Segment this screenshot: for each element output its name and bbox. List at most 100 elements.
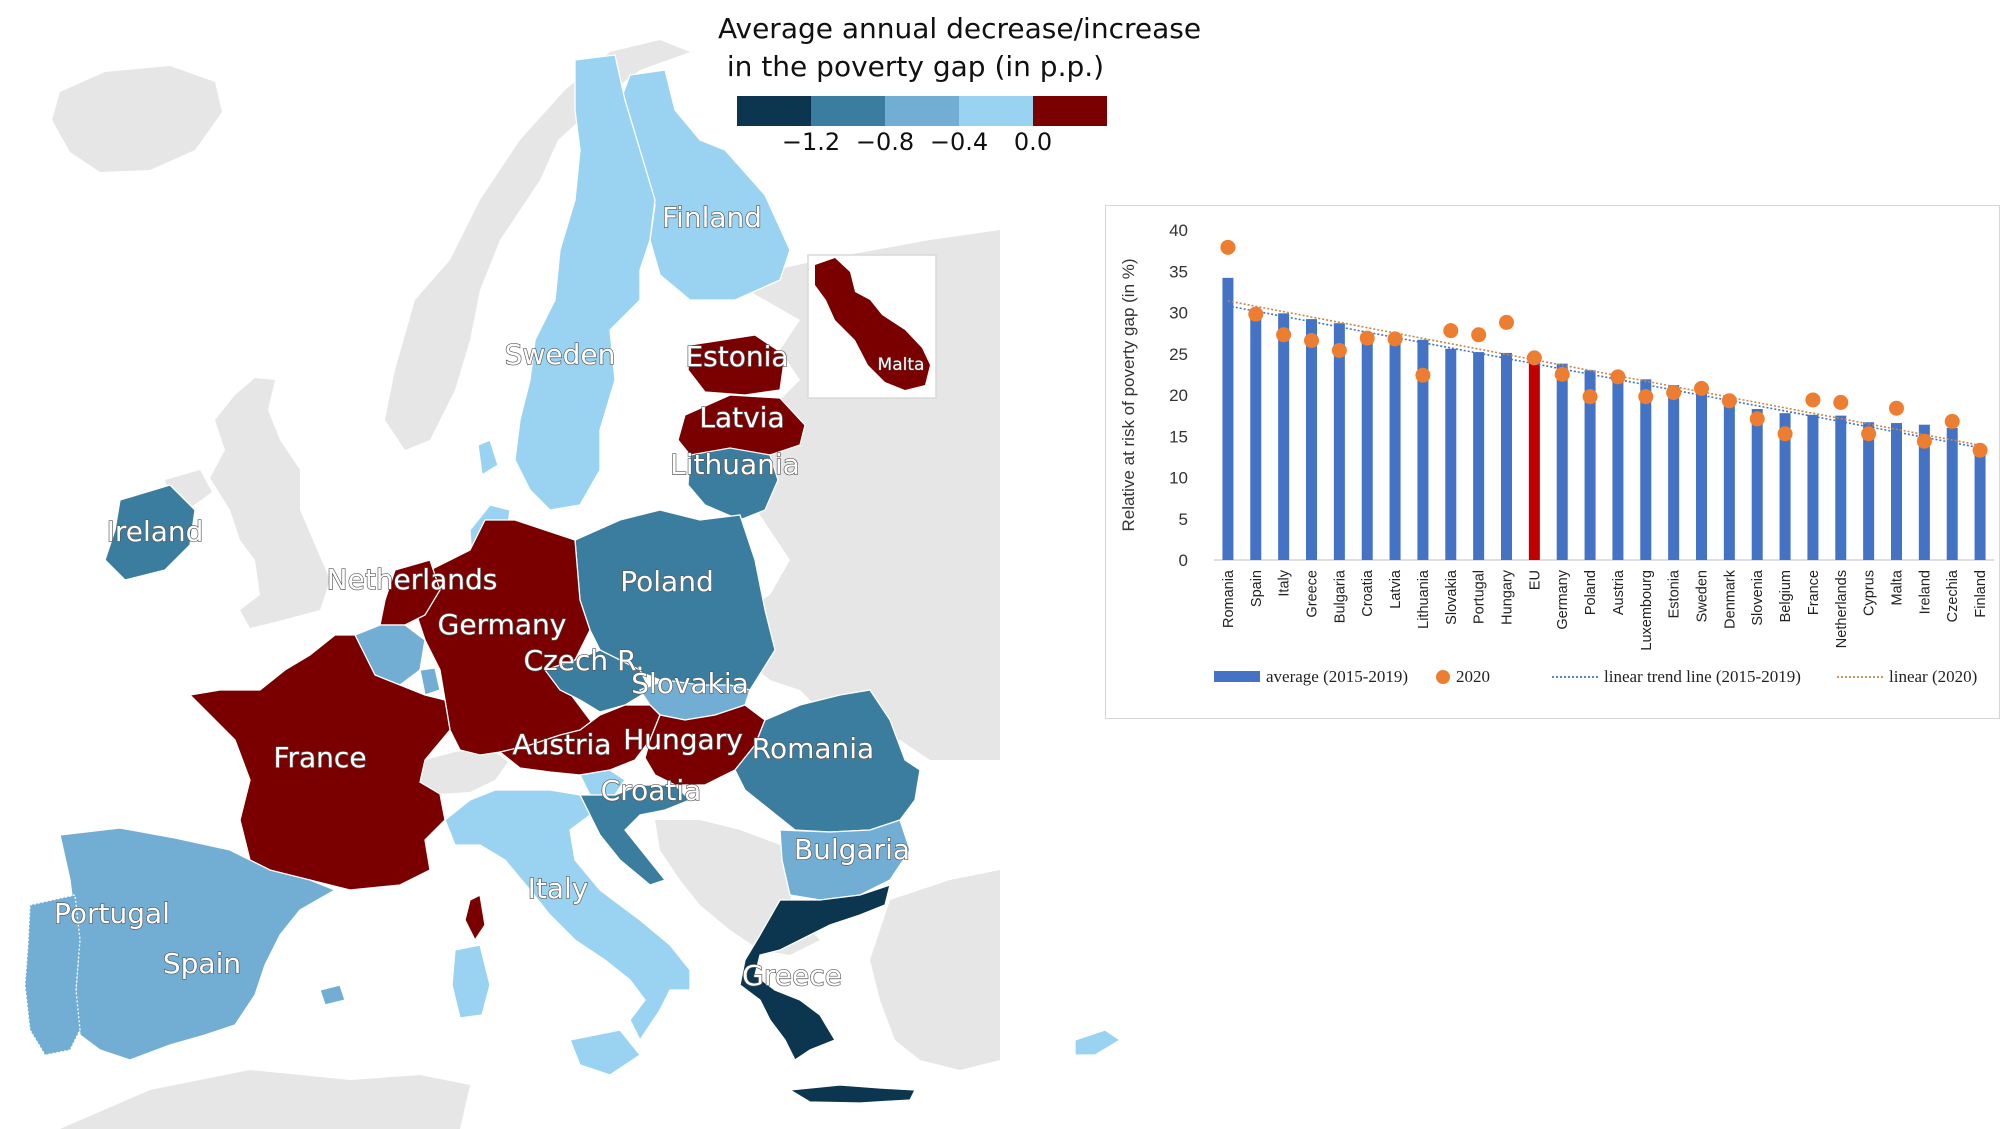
norway-shape <box>385 40 690 450</box>
label-greece: Greece <box>742 959 842 992</box>
bar-czechia <box>1946 428 1958 560</box>
bar-malta <box>1891 423 1902 560</box>
x-category-label: Denmark <box>1722 569 1738 629</box>
bar-estonia <box>1668 385 1680 560</box>
dot-2020-denmark <box>1721 393 1737 409</box>
bar-sweden <box>1696 390 1707 560</box>
dot-2020-cyprus <box>1861 426 1877 442</box>
x-category-label: Cyprus <box>1862 570 1878 616</box>
bar-lithuania <box>1417 339 1429 560</box>
malta-shape <box>815 258 930 390</box>
x-category-label: Belgium <box>1778 570 1794 622</box>
bar-denmark <box>1723 401 1735 560</box>
latvia-shape <box>677 394 806 456</box>
x-category-label: EU <box>1527 570 1543 590</box>
legend-label-linear-2020: linear (2020) <box>1889 667 1977 686</box>
legend-dot-swatch <box>1436 670 1450 684</box>
balearic-shape <box>319 984 346 1006</box>
france-shape <box>188 634 451 891</box>
malta-inset <box>807 254 937 399</box>
dot-2020-portugal <box>1471 327 1487 343</box>
label-czech: Czech R. <box>524 644 645 677</box>
uk-shape <box>210 378 330 628</box>
dot-2020-czechia <box>1944 413 1960 429</box>
bar-latvia <box>1389 336 1401 560</box>
label-lithuania: Lithuania <box>670 448 800 481</box>
bar-germany <box>1556 363 1568 560</box>
legend-tick-label: 0.0 <box>1013 128 1053 156</box>
y-tick-label: 30 <box>1169 304 1188 323</box>
turkey-shape <box>870 870 1000 1070</box>
map-legend-title: Average annual decrease/increase in the … <box>718 10 1201 86</box>
dot-2020-poland <box>1582 389 1598 405</box>
label-romania: Romania <box>752 732 874 765</box>
x-category-label: Estonia <box>1667 569 1683 618</box>
dot-2020-luxembourg <box>1638 389 1654 405</box>
bar-hungary <box>1501 352 1512 560</box>
bar-france <box>1807 414 1819 560</box>
x-category-label: France <box>1806 570 1822 615</box>
y-tick-label: 25 <box>1169 345 1188 364</box>
crete-shape <box>787 1084 917 1104</box>
dot-2020-austria <box>1610 369 1626 385</box>
legend-swatch-2 <box>811 96 885 126</box>
label-ireland: Ireland <box>107 515 204 548</box>
legend-label-trend: linear trend line (2015-2019) <box>1604 667 1801 686</box>
bar-poland <box>1584 370 1596 560</box>
y-tick-label: 0 <box>1179 551 1188 570</box>
sardinia-shape <box>451 944 491 1019</box>
dot-2020-malta <box>1889 400 1904 416</box>
legend-label-average: average (2015-2019) <box>1266 667 1408 686</box>
north-africa-shape <box>60 1070 470 1129</box>
y-tick-label: 20 <box>1169 386 1188 405</box>
bar-greece <box>1306 319 1317 560</box>
label-slovakia: Slovakia <box>631 667 749 700</box>
legend-swatch-3 <box>885 96 959 126</box>
gotland-shape <box>477 439 499 477</box>
dot-2020-finland <box>1972 442 1988 458</box>
country-labels: Finland Sweden Estonia Latvia Lithuania … <box>53 200 924 992</box>
x-category-label: Hungary <box>1500 569 1516 625</box>
label-croatia: Croatia <box>601 774 702 807</box>
bar-croatia <box>1361 333 1373 560</box>
bar-bulgaria <box>1333 323 1345 560</box>
poverty-gap-chart-panel: Relative at risk of poverty gap (in %) 0 5… <box>1105 205 2000 719</box>
eu-countries <box>24 54 1122 1104</box>
x-category-label: Latvia <box>1388 569 1404 609</box>
x-category-label: Ireland <box>1917 570 1933 614</box>
dot-2020-croatia <box>1359 330 1375 346</box>
bar-eu <box>1528 357 1540 560</box>
x-category-label: Poland <box>1583 570 1599 615</box>
bar-ireland <box>1918 424 1930 560</box>
x-category-label: Luxembourg <box>1639 570 1655 651</box>
map-legend-title-line2: in the poverty gap (in p.p.) <box>718 50 1105 83</box>
dot-2020-germany <box>1554 366 1570 382</box>
x-category-label: Finland <box>1973 570 1989 618</box>
legend-tick-label: −0.8 <box>855 128 915 156</box>
dot-2020-slovakia <box>1443 323 1459 339</box>
x-category-label: Croatia <box>1360 569 1376 617</box>
dot-2020-greece <box>1304 333 1319 349</box>
dot-2020-eu <box>1526 350 1542 366</box>
y-tick-label: 40 <box>1169 221 1188 240</box>
bar-italy <box>1278 313 1290 560</box>
label-poland: Poland <box>620 565 713 598</box>
bar-belgium <box>1779 413 1791 560</box>
x-category-label: Bulgaria <box>1332 569 1348 623</box>
label-austria: Austria <box>513 728 612 761</box>
dot-2020-bulgaria <box>1331 342 1347 358</box>
cyprus-shape <box>1074 1029 1122 1056</box>
slovenia-shape <box>579 769 626 796</box>
y-tick-label: 10 <box>1169 469 1188 488</box>
x-category-label: Italy <box>1277 569 1293 596</box>
x-category-label: Slovenia <box>1750 569 1766 626</box>
bar-romania <box>1222 277 1234 560</box>
poverty-gap-bar-chart: Relative at risk of poverty gap (in %) 0 5… <box>1119 221 1994 686</box>
bar-austria <box>1612 374 1624 560</box>
dot-2020-latvia <box>1387 331 1403 347</box>
italy-shape <box>444 789 691 1042</box>
corsica-shape <box>464 894 486 942</box>
label-estonia: Estonia <box>685 340 788 373</box>
legend-swatch-5 <box>1033 96 1107 126</box>
dot-2020-netherlands <box>1833 394 1849 410</box>
